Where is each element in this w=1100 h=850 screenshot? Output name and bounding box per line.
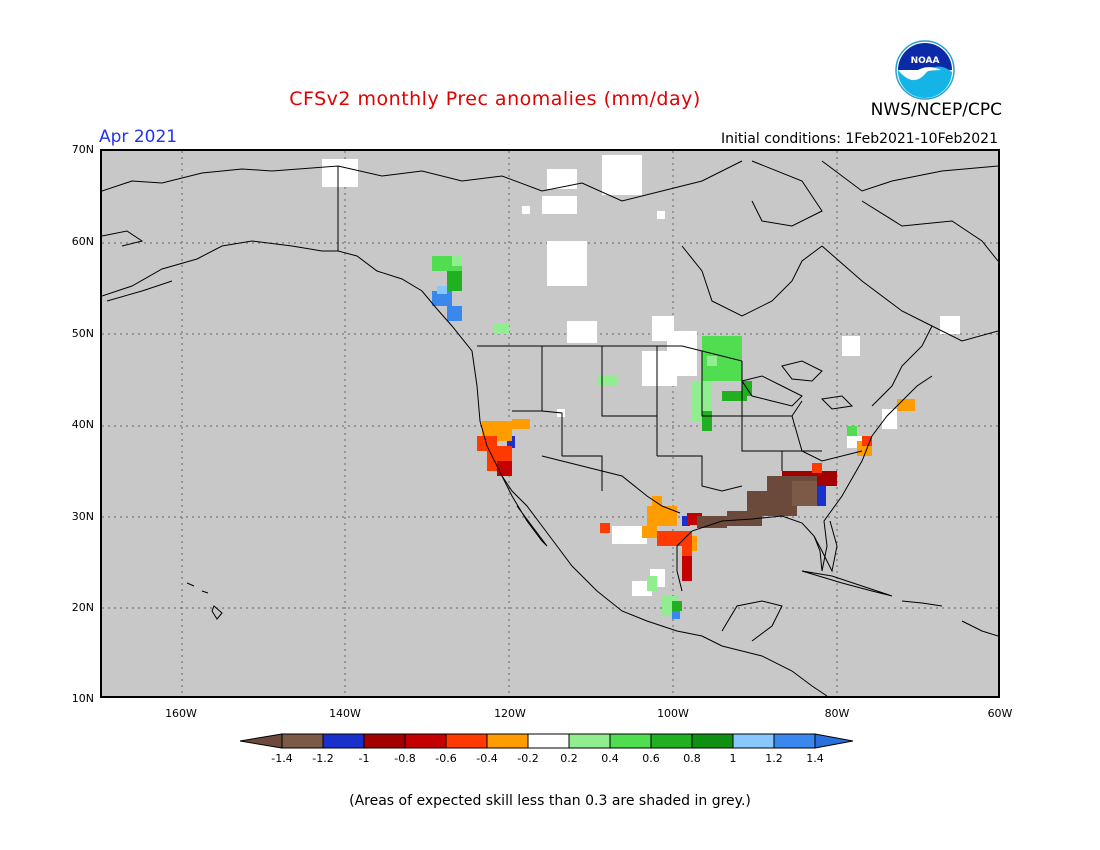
lat-label-30n: 30N bbox=[71, 510, 94, 523]
legend-arrow-right bbox=[814, 733, 854, 749]
initial-conditions-label: Initial conditions: 1Feb2021-10Feb2021 bbox=[721, 131, 998, 147]
legend-swatch bbox=[322, 733, 365, 749]
legend-tick-label: 1.2 bbox=[765, 752, 783, 765]
legend-tick-label: -1 bbox=[358, 752, 370, 765]
legend-tick-label: -1.4 bbox=[271, 752, 293, 765]
map-panel bbox=[100, 149, 1000, 698]
lon-label-80w: 80W bbox=[824, 707, 850, 720]
agency-label: NWS/NCEP/CPC bbox=[870, 100, 1002, 120]
legend-tick-label: 0.6 bbox=[642, 752, 660, 765]
map-canvas bbox=[102, 151, 998, 696]
legend-swatch bbox=[691, 733, 734, 749]
legend-tick-label: 0.2 bbox=[560, 752, 578, 765]
lat-label-20n: 20N bbox=[71, 601, 94, 614]
legend-swatch bbox=[773, 733, 816, 749]
lat-label-50n: 50N bbox=[71, 327, 94, 340]
lon-label-120w: 120W bbox=[494, 707, 526, 720]
legend-tick-label: -0.4 bbox=[476, 752, 498, 765]
legend-swatch bbox=[732, 733, 775, 749]
legend-swatch bbox=[404, 733, 447, 749]
month-label: Apr 2021 bbox=[99, 127, 178, 147]
legend-swatch bbox=[445, 733, 488, 749]
lat-label-60n: 60N bbox=[71, 235, 94, 248]
legend-swatch bbox=[486, 733, 529, 749]
noaa-logo: NOAA bbox=[895, 40, 955, 100]
legend-swatch bbox=[281, 733, 324, 749]
lon-label-160w: 160W bbox=[165, 707, 197, 720]
anomaly-brown-cells bbox=[697, 476, 817, 528]
legend-tick-label: -1.2 bbox=[312, 752, 334, 765]
lat-label-40n: 40N bbox=[71, 418, 94, 431]
legend-swatch bbox=[527, 733, 570, 749]
anomaly-orange-cells bbox=[482, 399, 915, 551]
legend-arrow-left bbox=[240, 733, 283, 749]
legend-swatch bbox=[609, 733, 652, 749]
skill-footnote: (Areas of expected skill less than 0.3 a… bbox=[349, 793, 751, 809]
legend-tick-label: 1 bbox=[729, 752, 737, 765]
lon-label-60w: 60W bbox=[987, 707, 1013, 720]
legend-swatch bbox=[650, 733, 693, 749]
legend-tick-label: 1.4 bbox=[806, 752, 824, 765]
legend-tick-label: -0.6 bbox=[435, 752, 457, 765]
logo-text: NOAA bbox=[911, 56, 940, 66]
legend-tick-label: -0.8 bbox=[394, 752, 416, 765]
lon-label-140w: 140W bbox=[329, 707, 361, 720]
legend-swatches bbox=[240, 733, 854, 749]
anomaly-white-cells bbox=[322, 155, 960, 596]
lat-label-10n: 10N bbox=[71, 692, 94, 705]
map-title: CFSv2 monthly Prec anomalies (mm/day) bbox=[289, 88, 701, 110]
legend-swatch bbox=[363, 733, 406, 749]
coastlines bbox=[102, 160, 998, 696]
anomaly-green-cells bbox=[432, 256, 857, 616]
political-borders bbox=[477, 345, 863, 514]
lon-label-100w: 100W bbox=[657, 707, 689, 720]
colorbar-legend bbox=[240, 733, 854, 749]
legend-tick-label: -0.2 bbox=[517, 752, 539, 765]
legend-tick-label: 0.8 bbox=[683, 752, 701, 765]
graticule bbox=[102, 151, 998, 696]
lat-label-70n: 70N bbox=[71, 143, 94, 156]
legend-tick-label: 0.4 bbox=[601, 752, 619, 765]
legend-swatch bbox=[568, 733, 611, 749]
